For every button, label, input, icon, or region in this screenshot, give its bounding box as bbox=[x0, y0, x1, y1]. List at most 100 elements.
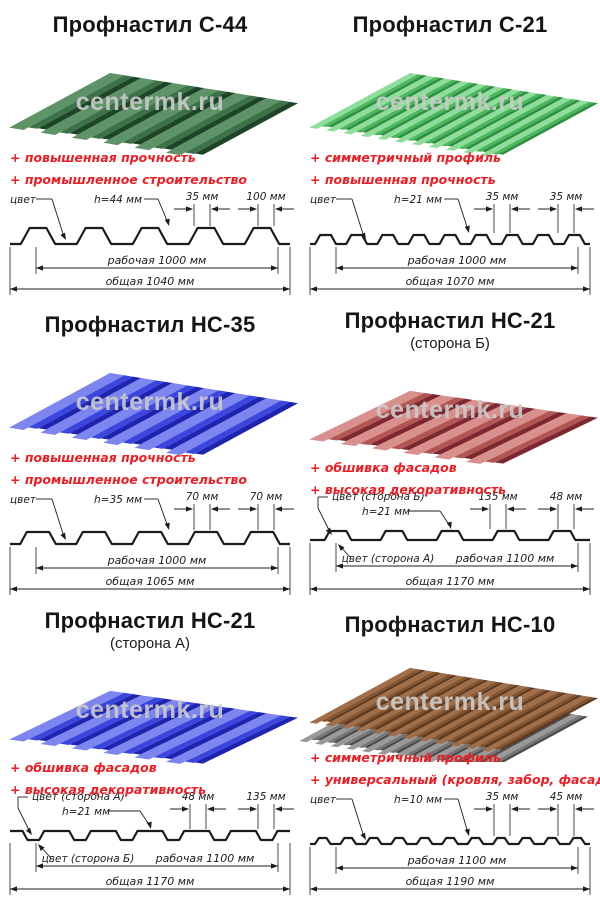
dimension-arrow bbox=[583, 586, 590, 592]
sheet-stripe bbox=[463, 97, 572, 154]
sheet-stripe bbox=[458, 96, 560, 150]
dimension-arrow bbox=[275, 206, 282, 212]
dim-label-color: цвет (сторона Б) bbox=[332, 491, 425, 503]
sheet-stripe bbox=[103, 704, 219, 755]
dim-label-working-width: рабочая 1000 мм bbox=[107, 254, 207, 267]
sheet-stripe bbox=[194, 401, 298, 455]
dim-label-width2: 70 мм bbox=[250, 491, 283, 503]
sheet-stripe bbox=[404, 682, 504, 735]
sheet-stripe bbox=[194, 101, 298, 155]
feature-list: + симметричный профиль + универсальный (… bbox=[310, 750, 600, 794]
sheet-stripe bbox=[309, 390, 425, 442]
profile-outline bbox=[10, 226, 290, 246]
dim-label-width1: 48 мм bbox=[182, 791, 215, 803]
dim-label-color-reverse: цвет (сторона Б) bbox=[42, 853, 135, 865]
dimension-arrow bbox=[38, 844, 45, 851]
profile-dimension-diagram: 35 мм 100 мм цвет h=44 мм рабочая 1000 мм общ… bbox=[9, 191, 294, 295]
sheet-stripe bbox=[153, 710, 259, 759]
dimension-arrow bbox=[36, 265, 43, 271]
dimension-arrow bbox=[283, 286, 290, 292]
sheet-stripe bbox=[492, 101, 594, 155]
sheet-stripe bbox=[153, 95, 259, 149]
profile-outline bbox=[310, 836, 590, 846]
sheet-stripe bbox=[498, 102, 598, 155]
sheet-stripe bbox=[478, 713, 573, 762]
panel-ns35: Профнастил НС-35 centermk.ru + повышенна… bbox=[0, 300, 300, 600]
dimension-arrow bbox=[186, 506, 193, 512]
sheet-stripe bbox=[494, 416, 598, 464]
sheet-stripe bbox=[359, 397, 465, 445]
sheet-stripe bbox=[59, 80, 165, 134]
sheet-stripe bbox=[132, 91, 236, 145]
dimension-arrow bbox=[250, 806, 257, 812]
sheet-stripe bbox=[394, 86, 504, 143]
dim-label-overall-width: общая 1190 мм bbox=[406, 875, 495, 888]
dimension-arrow bbox=[310, 886, 317, 892]
sheet-stripe bbox=[498, 697, 598, 750]
sheet-stripe bbox=[400, 403, 504, 451]
sheet-stripe bbox=[430, 91, 530, 144]
profiled-sheet-render bbox=[309, 72, 598, 157]
dim-label-height: h=21 мм bbox=[394, 194, 442, 206]
sheet-stripe bbox=[383, 679, 485, 732]
sheet-stripe bbox=[360, 81, 470, 138]
dimension-arrow bbox=[250, 506, 257, 512]
dimension-arrow bbox=[507, 506, 514, 512]
dimension-arrow bbox=[336, 865, 343, 871]
sheet-stripe bbox=[378, 83, 479, 136]
dim-label-color: цвет bbox=[310, 194, 337, 206]
panel-title: Профнастил С-21 bbox=[352, 12, 548, 37]
sheet-stripe bbox=[481, 695, 590, 752]
dimension-arrow bbox=[271, 265, 278, 271]
panel-ns21-side-a: Профнастил НС-21 (сторона А) centermk.ru… bbox=[0, 600, 300, 900]
feature-item: + повышенная прочность bbox=[10, 150, 196, 165]
sheet-stripe bbox=[480, 100, 589, 157]
sheet-stripe bbox=[373, 82, 474, 136]
feature-item: + высокая декоративность bbox=[310, 482, 507, 497]
sheet-stripe bbox=[326, 75, 435, 132]
sheet-stripe bbox=[69, 698, 173, 746]
sheet-stripe bbox=[71, 83, 188, 141]
dimension-arrow bbox=[571, 865, 578, 871]
dimension-arrow bbox=[10, 586, 17, 592]
sheet-stripe bbox=[368, 676, 469, 730]
sheet-stripe bbox=[450, 690, 559, 747]
profile-dimension-diagram: 70 мм 70 мм цвет h=35 мм рабочая 1000 мм обща… bbox=[9, 491, 294, 595]
dimension-arrow bbox=[310, 586, 317, 592]
panel-title: Профнастил НС-10 bbox=[344, 612, 556, 637]
sheet-stripe bbox=[434, 688, 543, 744]
sheet-stripe bbox=[447, 94, 547, 147]
sheet-stripe bbox=[343, 78, 453, 135]
panel-ns21-side-b: Профнастил НС-21 (сторона Б) centermk.ru… bbox=[300, 300, 600, 600]
sheet-stripe bbox=[326, 669, 426, 722]
dim-label-overall-width: общая 1040 мм bbox=[106, 275, 195, 288]
dim-label-color: цвет bbox=[10, 494, 37, 506]
feature-item: + универсальный (кровля, забор, фасад) bbox=[310, 772, 600, 787]
panel-subtitle: (сторона А) bbox=[109, 635, 191, 652]
dimension-arrow bbox=[336, 563, 343, 569]
dim-label-height: h=35 мм bbox=[94, 494, 142, 506]
sheet-stripe bbox=[309, 72, 418, 129]
dimension-line bbox=[351, 198, 365, 238]
dim-label-working-width: рабочая 1000 мм bbox=[407, 254, 507, 267]
sheet-stripe bbox=[69, 81, 173, 135]
sheet-stripe bbox=[91, 701, 196, 750]
dim-label-height: h=21 мм bbox=[62, 806, 110, 818]
sheet-stripe bbox=[28, 692, 134, 741]
sheet-stripe bbox=[340, 672, 449, 729]
dim-label-width1: 35 мм bbox=[486, 191, 519, 203]
sheet-stripe bbox=[465, 413, 582, 464]
dimension-arrow bbox=[550, 206, 557, 212]
sheet-stripe bbox=[387, 680, 496, 737]
dimension-arrow bbox=[310, 286, 317, 292]
sheet-stripe bbox=[403, 404, 519, 455]
dim-label-color: цвет bbox=[310, 794, 337, 806]
dimension-arrow bbox=[446, 521, 452, 529]
sheet-stripe bbox=[428, 92, 538, 149]
sheet-stripe bbox=[38, 376, 142, 430]
dim-label-width2: 100 мм bbox=[246, 191, 285, 203]
dim-label-color: цвет bbox=[10, 194, 37, 206]
dimension-arrow bbox=[511, 206, 518, 212]
profiled-sheet-render bbox=[309, 390, 598, 464]
